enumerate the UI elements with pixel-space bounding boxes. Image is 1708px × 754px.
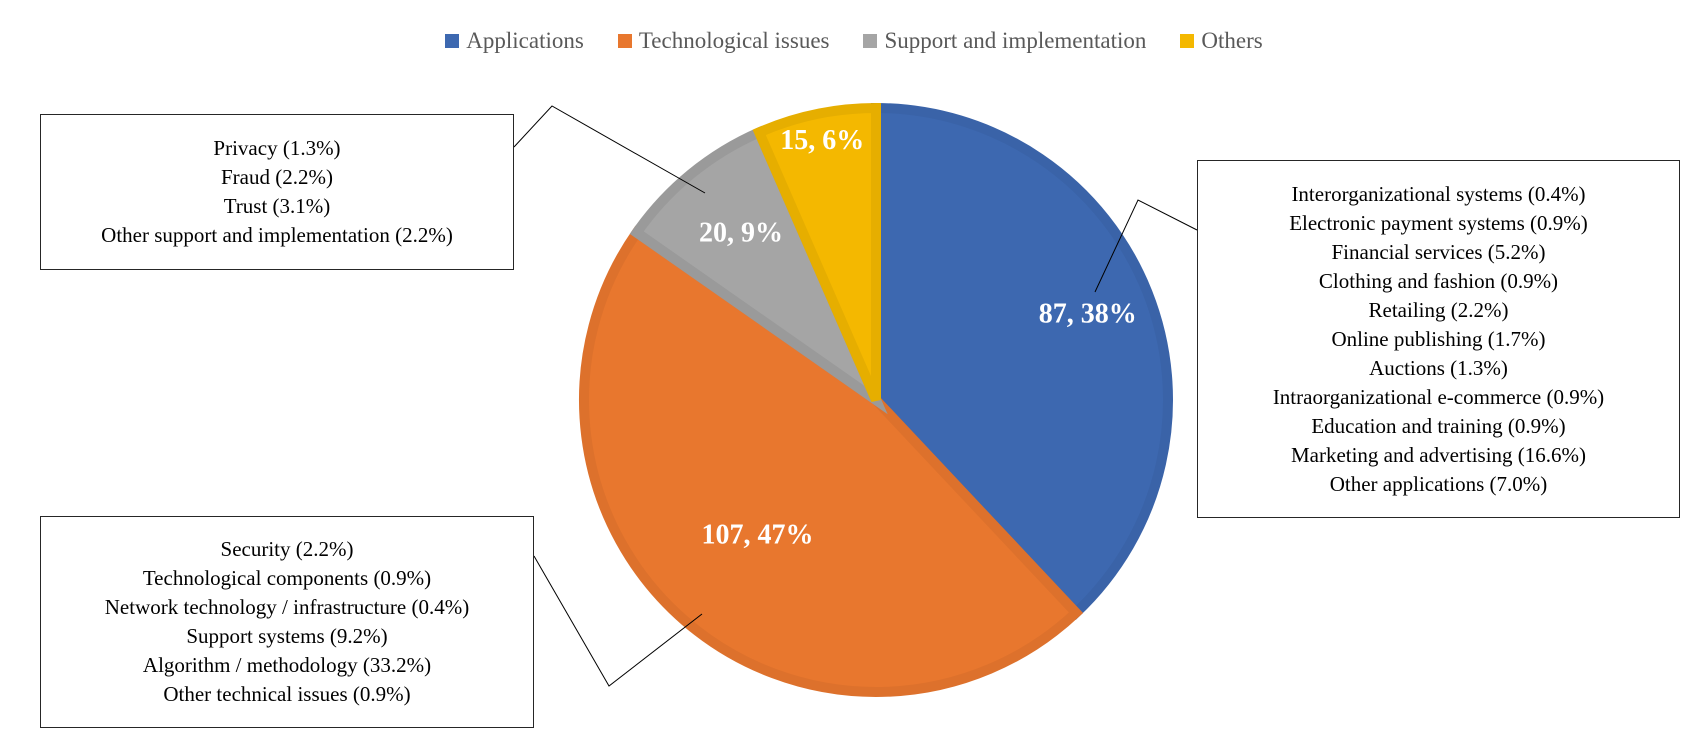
callout-line: Security (2.2%) (220, 537, 354, 561)
callout-line: Retailing (2.2%) (1368, 297, 1509, 322)
callout-line: Marketing and advertising (16.6%) (1290, 442, 1587, 467)
slice-data-label-3: 15, 6% (780, 125, 864, 156)
legend-swatch (617, 34, 632, 48)
callout-line: Electronic payment systems (0.9%) (1289, 210, 1588, 235)
legend-label: Others (1201, 28, 1263, 53)
legend-item-1: Technological issues (617, 28, 830, 54)
pie-slices (579, 102, 1173, 697)
callout-line: Interorganizational systems (0.4%) (1291, 181, 1586, 206)
legend-swatch (863, 34, 878, 48)
legend-item-2: Support and implementation (863, 28, 1146, 54)
callout-line: Other technical issues (0.9%) (163, 682, 411, 706)
slice-labels: 87, 38% 107, 47% 20, 9% 15, 6% (699, 125, 1137, 550)
slice-data-label-0: 87, 38% (1039, 299, 1137, 330)
leader-line-1 (1094, 199, 1198, 293)
callout-line: Clothing and fashion (0.9%) (1318, 268, 1559, 293)
legend-swatch (445, 34, 460, 48)
slice-data-label-2: 20, 9% (699, 217, 783, 248)
callout-line: Other applications (7.0%) (1329, 471, 1548, 496)
legend-swatch (1180, 34, 1195, 48)
slice-data-label-1: 107, 47% (702, 519, 814, 550)
leader-lines (513, 105, 1198, 687)
legend-label: Support and implementation (884, 28, 1147, 53)
callout-line: Financial services (5.2%) (1331, 239, 1546, 264)
legend-item-3: Others (1180, 28, 1263, 54)
callout-line: Fraud (2.2%) (221, 165, 333, 189)
callout-line: Privacy (1.3%) (213, 136, 341, 160)
pie-slice-1 (579, 225, 1084, 697)
callout-applications: Interorganizational systems (0.4%) Electr… (1197, 160, 1680, 518)
callout-line: Support systems (9.2%) (186, 624, 388, 648)
pie-slice-2 (629, 125, 888, 415)
callout-line: Network technology / infrastructure (0.4… (104, 595, 470, 619)
pie-slice-3 (752, 102, 881, 403)
callout-support-and-implementation: Privacy (1.3%) Fraud (2.2%) Trust (3.1%) Ot… (40, 114, 514, 270)
legend-label: Applications (466, 28, 584, 53)
callout-line: Intraorganizational e-commerce (0.9%) (1272, 384, 1605, 409)
callout-line: Other support and implementation (2.2%) (101, 223, 453, 247)
leader-line-0 (513, 105, 706, 194)
legend-label: Technological issues (638, 28, 830, 53)
callout-line: Technological components (0.9%) (142, 566, 432, 590)
legend: Applications Technological issues Support … (0, 28, 1708, 54)
callout-line: Auctions (1.3%) (1369, 355, 1508, 380)
pie-slice-0 (871, 102, 1173, 620)
callout-line: Education and training (0.9%) (1311, 413, 1566, 438)
leader-line-2 (533, 555, 703, 687)
legend-item-0: Applications (445, 28, 584, 54)
callout-line: Online publishing (1.7%) (1331, 326, 1546, 351)
callout-technological-issues: Security (2.2%) Technological components … (40, 516, 534, 728)
callout-line: Trust (3.1%) (223, 194, 331, 218)
callout-line: Algorithm / methodology (33.2%) (142, 653, 432, 677)
